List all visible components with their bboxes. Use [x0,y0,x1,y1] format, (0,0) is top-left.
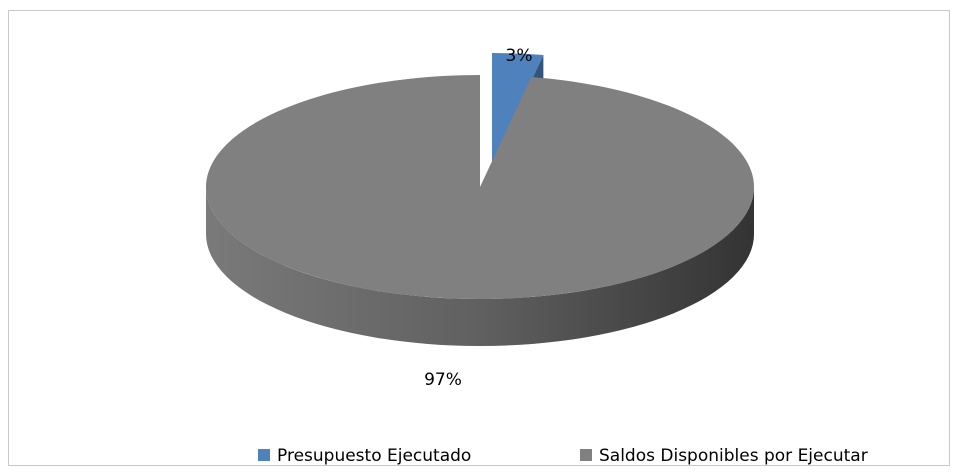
legend-swatch [258,449,270,461]
data-label: 3% [506,46,533,66]
slice [205,75,754,299]
legend-label: Presupuesto Ejecutado [277,446,471,466]
legend-swatch [580,449,592,461]
slice-shade [206,187,754,346]
data-label: 97% [424,370,462,390]
legend-label: Saldos Disponibles por Ejecutar [599,446,868,466]
